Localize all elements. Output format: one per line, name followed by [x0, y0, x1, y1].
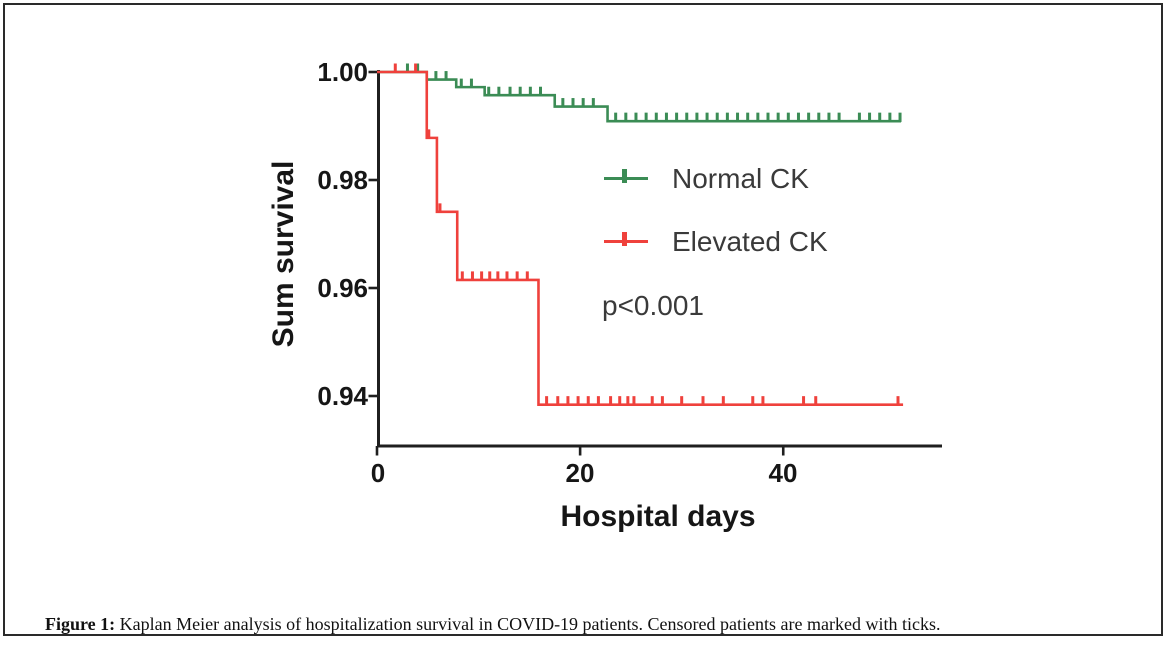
- figure-caption-label: Figure 1:: [45, 614, 116, 634]
- legend-label-normal-ck: Normal CK: [672, 163, 809, 194]
- figure-caption-text: Kaplan Meier analysis of hospitalization…: [115, 614, 941, 634]
- x-tick-label-0: 0: [370, 458, 386, 488]
- legend-marker-tick-normal-ck: [622, 169, 627, 183]
- p-value-annotation: p<0.001: [602, 290, 704, 321]
- x-axis-title: Hospital days: [560, 500, 756, 533]
- x-tick-label-20: 20: [565, 458, 595, 488]
- y-tick-label-0.96: 0.96: [317, 273, 368, 303]
- y-tick-label-0.94: 0.94: [317, 381, 368, 411]
- y-axis-title: Sum survival: [267, 160, 300, 348]
- x-tick-label-40: 40: [768, 458, 798, 488]
- figure-panel-border: [3, 3, 1163, 636]
- y-tick-label-1.00: 1.00: [317, 57, 368, 87]
- y-tick-label-0.98: 0.98: [317, 165, 368, 195]
- legend-label-elevated-ck: Elevated CK: [672, 226, 828, 257]
- legend-marker-tick-elevated-ck: [622, 232, 627, 246]
- figure-caption: Figure 1: Kaplan Meier analysis of hospi…: [45, 612, 1125, 636]
